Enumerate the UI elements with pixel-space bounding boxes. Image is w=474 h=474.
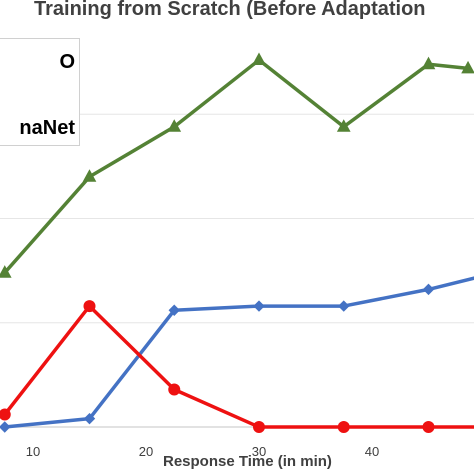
x-tick-label: 40 <box>365 444 379 459</box>
series-layer <box>0 52 474 433</box>
series-0 <box>0 52 474 278</box>
data-point <box>83 300 96 313</box>
data-point <box>252 52 266 66</box>
data-point <box>83 412 96 425</box>
data-point <box>168 304 180 316</box>
legend-entry: naNet <box>19 117 75 139</box>
data-point <box>168 383 181 396</box>
data-point <box>338 300 350 312</box>
data-point <box>336 119 351 132</box>
data-point <box>0 265 12 278</box>
x-tick-label: 10 <box>26 444 40 459</box>
x-axis-label: Response Time (in min) <box>163 453 332 470</box>
data-point <box>422 421 435 433</box>
legend: O naNet <box>0 38 80 146</box>
data-point <box>337 421 350 433</box>
data-point <box>167 119 182 132</box>
series-line <box>4 276 474 429</box>
data-point <box>461 60 474 74</box>
series-1 <box>0 276 474 433</box>
data-point <box>253 300 265 312</box>
series-2 <box>0 300 474 433</box>
data-point <box>421 56 436 70</box>
legend-entry: O <box>59 51 75 73</box>
x-tick-labels: 10 20 30 40 <box>26 444 379 459</box>
data-point <box>422 283 435 296</box>
x-tick-label: 20 <box>139 444 153 459</box>
data-point <box>82 169 97 182</box>
chart-title: Training from Scratch (Before Adaptation <box>34 0 426 20</box>
data-point <box>0 408 11 421</box>
data-point <box>0 421 11 433</box>
x-tick-label: 30 <box>252 444 266 459</box>
series-line <box>3 304 474 429</box>
data-point <box>253 421 265 433</box>
